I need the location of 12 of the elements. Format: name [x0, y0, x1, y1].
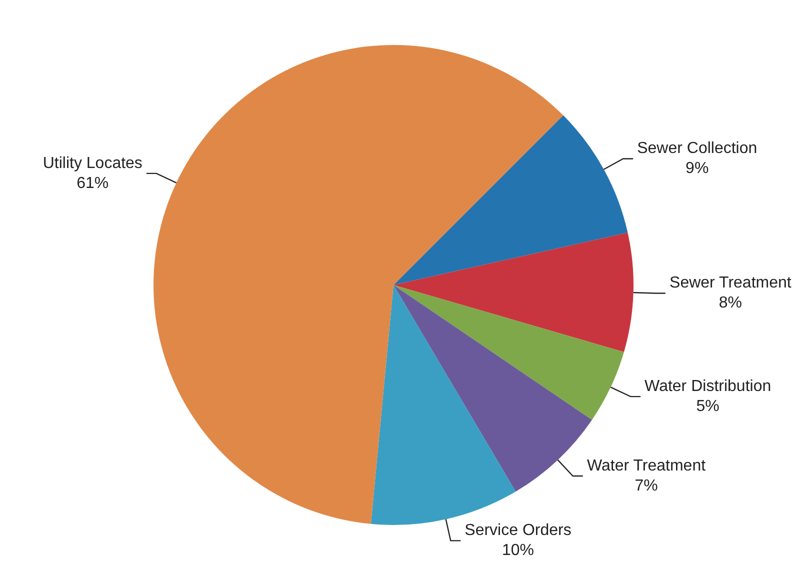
slice-label: Utility Locates [42, 154, 142, 172]
data-label: 9% [686, 160, 709, 178]
data-label: 10% [502, 542, 534, 560]
slice-label: Water Distribution [644, 378, 772, 395]
data-label: 7% [634, 477, 658, 494]
slice-label: Service Orders [464, 522, 572, 540]
slice-label: Sewer Treatment [670, 274, 792, 292]
slice-label: Water Treatment [586, 457, 706, 474]
data-label: 5% [696, 398, 720, 415]
data-label: 8% [718, 294, 742, 312]
slice-label: Sewer Collection [637, 140, 758, 158]
data-label: 61% [76, 174, 109, 192]
